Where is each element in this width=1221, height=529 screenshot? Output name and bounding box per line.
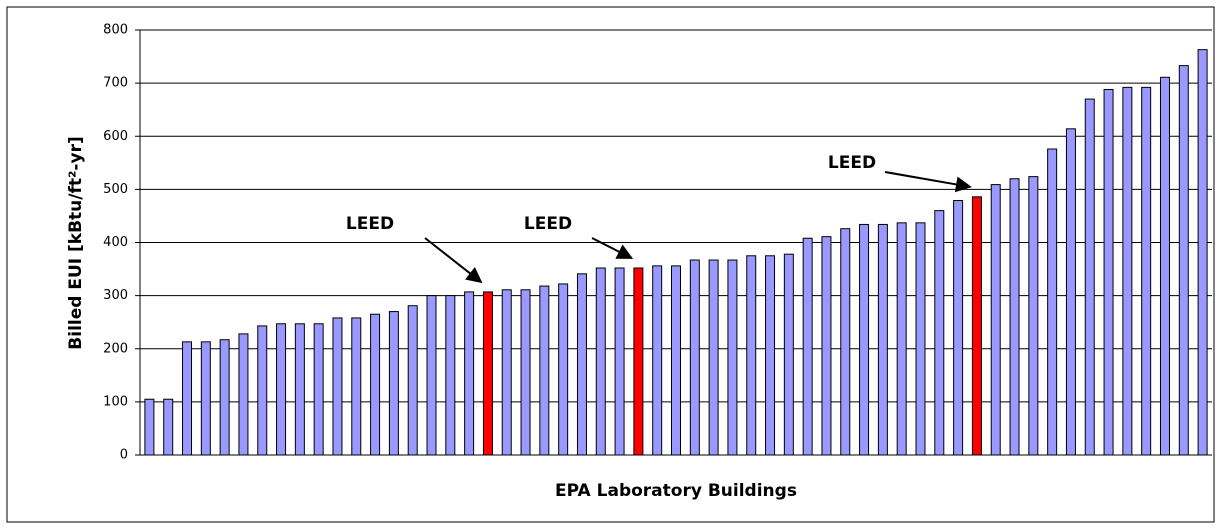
bar [464,291,475,456]
bar [144,398,155,456]
bar [915,222,926,456]
bar [576,273,587,456]
bar [595,267,606,456]
y-axis-label: Billed EUI [kBtu/ft²-yr] [66,136,86,349]
bar [859,223,870,456]
bar [1103,89,1114,456]
bar [1047,148,1058,456]
bar [1122,86,1133,456]
bar [313,323,324,456]
bar [276,323,287,456]
y-tick-label: 800 [103,23,128,38]
bar [351,317,362,456]
bar [671,265,681,456]
bar [614,267,625,456]
bar [219,339,230,456]
y-tick-label: 200 [103,341,128,356]
bar [633,267,644,456]
bar [990,184,1001,456]
bar [370,313,381,456]
bar [1197,49,1208,456]
bar [802,237,813,456]
annotation: LEED [828,153,876,173]
annotation-arrow [884,171,972,193]
bar [257,325,268,456]
bar [708,259,719,456]
bar [840,228,851,456]
bar [539,285,550,456]
bar [1141,86,1152,456]
bar [388,311,399,456]
y-tick-label: 600 [103,129,128,144]
bar [238,333,249,456]
bar [294,323,305,456]
bar [332,317,343,456]
bar [558,283,569,456]
bar [689,259,700,456]
y-tick-label: 100 [103,394,128,409]
bar [182,341,193,456]
bar [1028,176,1039,456]
chart-border [6,6,1215,523]
bar [765,255,776,456]
annotation: LEED [346,214,394,234]
bar [783,253,794,456]
bar [727,259,738,456]
bar [163,398,174,456]
y-tick-label: 400 [103,235,128,250]
bar [1009,178,1020,456]
bar [407,305,418,456]
bar [1065,128,1076,456]
y-tick-label: 500 [103,182,128,197]
y-tick-label: 700 [103,76,128,91]
bar [445,295,456,456]
bar [200,341,211,456]
bar [896,222,907,456]
bar [520,289,531,456]
bar [1084,98,1095,456]
bar [746,255,757,456]
y-tick-label: 0 [120,448,128,463]
bar [652,265,663,456]
bar [1159,76,1170,456]
annotation-arrow [424,237,483,284]
bar [971,196,982,456]
x-axis-label: EPA Laboratory Buildings [555,481,797,501]
y-tick-label: 300 [103,288,128,303]
bar [482,291,493,456]
bar [821,236,832,456]
bar [1178,65,1189,456]
bar [501,289,512,456]
annotation: LEED [524,214,572,234]
bar [953,200,964,456]
annotation-arrow [591,237,634,259]
bar [877,223,888,456]
bar [934,210,945,456]
bar [426,295,437,456]
